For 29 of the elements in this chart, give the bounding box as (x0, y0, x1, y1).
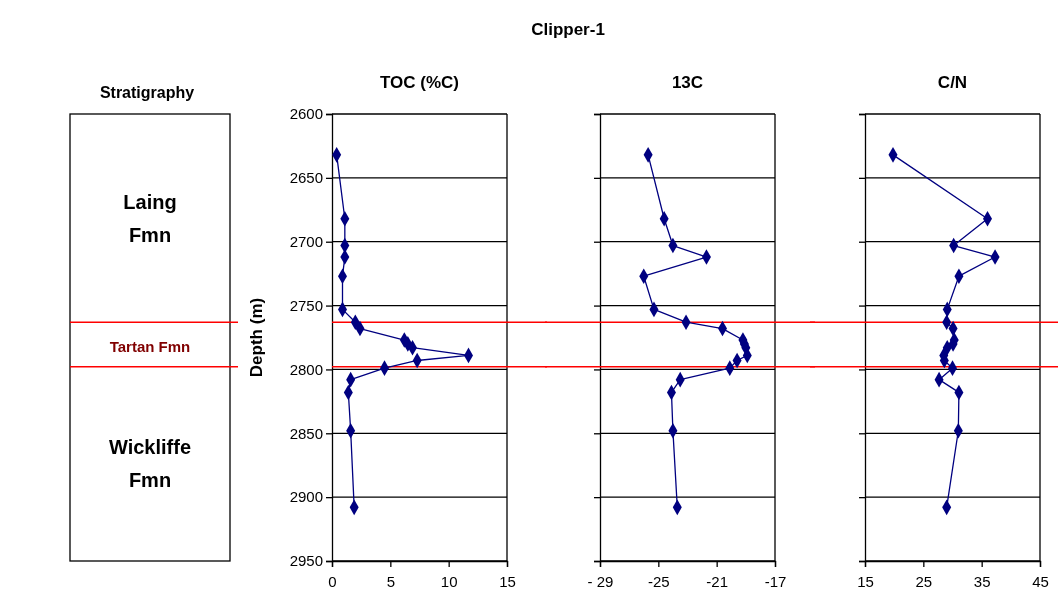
x-tick-label: 5 (386, 572, 396, 590)
x-tick-label: -17 (764, 572, 787, 590)
y-tick-label: 2950 (289, 552, 323, 570)
x-tick-label: 15 (499, 572, 516, 590)
x-tick-label: -25 (647, 572, 670, 590)
y-axis-title: Depth (m) (247, 297, 266, 378)
y-tick-label: 2700 (289, 233, 323, 251)
text: Stratigraphy (99, 84, 195, 101)
y-tick-label: 2850 (289, 424, 323, 442)
x-tick-label: -21 (706, 572, 729, 590)
y-tick-label: 2650 (289, 169, 323, 187)
text: Clipper-1 (531, 20, 605, 39)
x-tick-label: - 29 (587, 572, 614, 590)
x-tick-label: 0 (328, 572, 337, 590)
y-tick-label: 2750 (289, 296, 323, 314)
x-tick-label: 25 (915, 572, 933, 590)
x-tick-label: 15 (857, 572, 874, 590)
chart-title: 13C (671, 73, 704, 92)
x-tick-label: 10 (440, 572, 458, 590)
chart-title: C/N (937, 73, 968, 92)
x-tick-label: 45 (1032, 572, 1049, 590)
y-tick-label: 2800 (289, 360, 323, 378)
chart-title: TOC (%C) (379, 73, 460, 92)
text: Laing Fmn (123, 190, 177, 246)
x-tick-label: 35 (973, 572, 991, 590)
text: Tartan Fmn (109, 337, 191, 355)
text: Wickliffe Fmn (108, 436, 192, 492)
y-tick-label: 2600 (289, 105, 323, 123)
y-tick-label: 2900 (289, 488, 323, 506)
